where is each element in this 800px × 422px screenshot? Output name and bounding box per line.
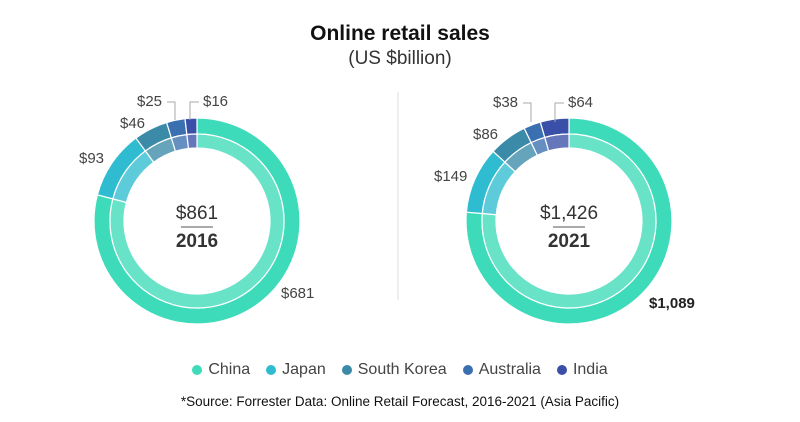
- total-label-2016: $861: [176, 203, 218, 224]
- legend-item-south-korea: South Korea: [341, 361, 447, 379]
- legend-swatch-india: [556, 365, 567, 375]
- legend-swatch-china: [192, 365, 203, 375]
- legend-label-china: China: [208, 361, 251, 378]
- legend-swatch-australia: [462, 365, 473, 375]
- chart-title: Online retail sales: [310, 22, 490, 45]
- leader-line-india-2021: [554, 102, 564, 122]
- slice-india-2016: [184, 117, 198, 136]
- legend-label-india: India: [572, 361, 608, 378]
- value-label-japan-2016: $93: [79, 150, 104, 167]
- value-label-australia-2016: $25: [137, 93, 162, 110]
- value-label-south-korea-2016: $46: [120, 115, 145, 132]
- chart-subtitle: (US $billion): [348, 48, 452, 69]
- value-label-australia-2021: $38: [493, 94, 518, 111]
- legend-item-india: India: [556, 361, 608, 379]
- total-label-2021: $1,426: [540, 203, 598, 224]
- value-label-india-2016: $16: [203, 93, 228, 110]
- source-note: *Source: Forrester Data: Online Retail F…: [180, 394, 620, 409]
- legend-label-south-korea: South Korea: [357, 361, 447, 378]
- value-label-china-2021: $1,089: [649, 295, 695, 312]
- slice-inner-china-2016: [109, 133, 285, 309]
- leader-line-australia-2016: [167, 101, 176, 120]
- leader-line-australia-2021: [523, 102, 532, 122]
- legend-label-australia: Australia: [478, 361, 541, 378]
- legend-item-china: China: [192, 361, 250, 379]
- value-label-china-2016: $681: [281, 285, 314, 302]
- legend-item-japan: Japan: [266, 361, 326, 379]
- chart-legend: China Japan South Korea Australia India: [0, 361, 800, 379]
- year-label-2021: 2021: [548, 231, 591, 252]
- donut-2021: $1,426 2021 $1,089 $149 $86 $38 $64: [434, 94, 695, 325]
- leader-line-india-2016: [189, 101, 199, 120]
- value-label-japan-2021: $149: [434, 168, 467, 185]
- value-label-south-korea-2021: $86: [473, 126, 498, 143]
- value-label-india-2021: $64: [568, 94, 593, 111]
- legend-item-australia: Australia: [462, 361, 541, 379]
- donut-2016: $861 2016 $681 $93 $46 $25 $16: [79, 93, 314, 325]
- legend-swatch-south-korea: [341, 365, 352, 375]
- year-label-2016: 2016: [176, 231, 218, 252]
- legend-label-japan: Japan: [282, 361, 326, 378]
- slice-inner-india-2016: [186, 133, 198, 150]
- legend-swatch-japan: [266, 365, 277, 375]
- slice-inner-india-2021: [544, 133, 570, 152]
